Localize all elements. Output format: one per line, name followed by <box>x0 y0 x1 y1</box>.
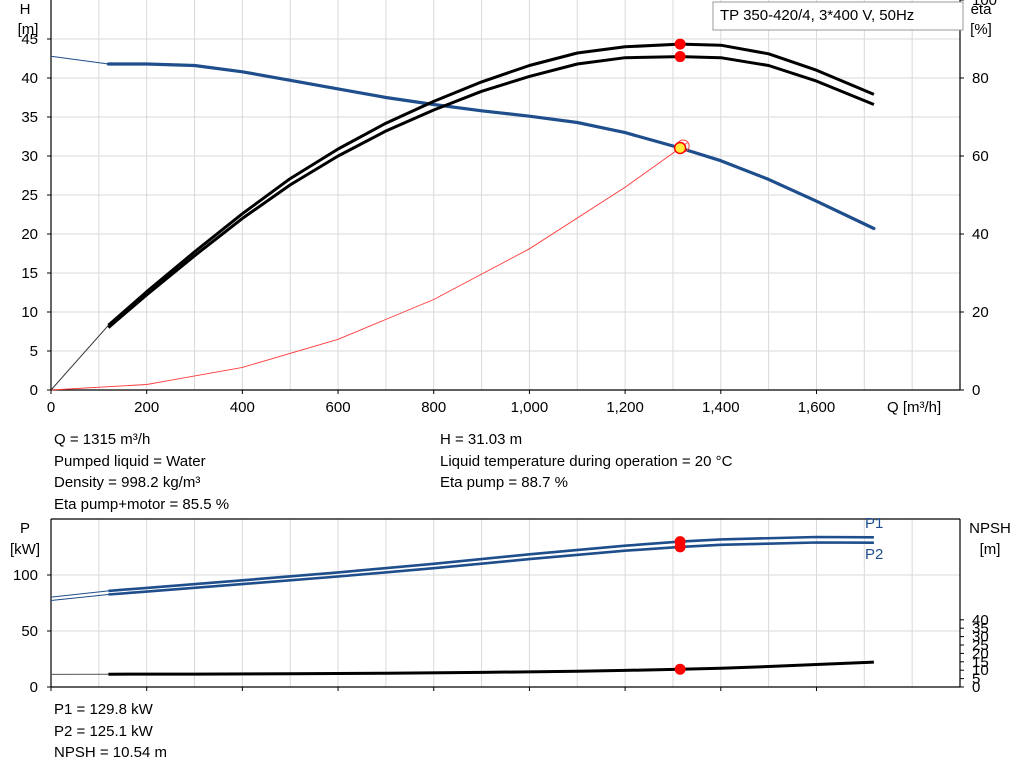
bottom-chart-curves <box>50 535 874 676</box>
info-bottom: P1 = 129.8 kW P2 = 125.1 kW NPSH = 10.54… <box>54 699 167 764</box>
npsh-marker <box>674 663 686 675</box>
q-tick-label: 1,600 <box>798 399 836 416</box>
info-top-right: H = 31.03 m Liquid temperature during op… <box>440 429 732 494</box>
system-curve <box>50 142 688 391</box>
density-value: Density = 998.2 kg/m³ <box>54 474 201 491</box>
eta-tick-label: 40 <box>972 226 989 243</box>
p-axis-unit: [kW] <box>10 541 40 558</box>
p1-curve <box>108 535 874 593</box>
eta-pump-marker <box>674 38 686 50</box>
p-tick-label: 50 <box>21 623 38 640</box>
q-tick-label: 1,000 <box>511 399 549 416</box>
q-axis-label: Q [m³/h] <box>887 399 941 416</box>
p2-curve <box>108 541 874 596</box>
top-chart-grid <box>50 0 961 391</box>
npsh-curve <box>108 660 874 676</box>
h-tick-label: 35 <box>21 109 38 126</box>
npsh-tick-label: 40 <box>972 612 989 629</box>
q-tick-label: 600 <box>326 399 351 416</box>
eta-tick-label: 20 <box>972 304 989 321</box>
npsh-value: NPSH = 10.54 m <box>54 744 167 761</box>
title-box-frame <box>712 1 964 31</box>
npsh-tick-label: 0 <box>972 679 980 696</box>
pumped-liquid: Pumped liquid = Water <box>54 452 206 470</box>
q-tick-label: 200 <box>134 399 159 416</box>
eta-axis-unit: [%] <box>970 21 992 38</box>
flow-value: Q = 1315 m³/h <box>54 431 151 448</box>
npsh-tick-label: 10 <box>972 662 989 679</box>
h-axis-label: H <box>20 1 31 18</box>
eta-tick-label: 60 <box>972 148 989 165</box>
liquid-temperature: Liquid temperature during operation = 20… <box>440 452 733 470</box>
eta-tick-label: 80 <box>972 70 989 87</box>
q-tick-label: 0 <box>47 399 55 416</box>
p1-series-label: P1 <box>865 515 883 532</box>
duty-point-marker <box>673 141 687 155</box>
q-tick-label: 800 <box>421 399 446 416</box>
p-axis-label: P <box>20 520 30 537</box>
npsh-tick-label: 20 <box>972 645 989 662</box>
head-value: H = 31.03 m <box>440 431 523 448</box>
head-curve-extension <box>50 55 109 65</box>
bottom-chart-grid <box>50 518 961 688</box>
eta-axis-label: eta <box>971 1 993 18</box>
p1-value: P1 = 129.8 kW <box>54 701 153 718</box>
npsh-tick-label: 35 <box>972 620 989 637</box>
eta-total-curve <box>107 55 875 329</box>
h-axis-unit: [m] <box>18 21 39 38</box>
h-tick-label: 45 <box>21 31 38 48</box>
top-chart-curves <box>50 38 876 391</box>
h-tick-label: 10 <box>21 304 38 321</box>
p2-value: P2 = 125.1 kW <box>54 722 153 740</box>
npsh-tick-label: 15 <box>972 654 989 671</box>
eta-total-marker <box>674 51 686 63</box>
eta-pump-motor: Eta pump+motor = 85.5 % <box>54 495 230 513</box>
p2-marker <box>674 541 686 553</box>
h-tick-label: 40 <box>21 70 38 87</box>
top-chart-axes: H [m] eta [%] Q [m³/h] <box>18 1 993 416</box>
npsh-tick-label: 25 <box>972 637 989 654</box>
eta-tick-label: 0 <box>972 382 980 399</box>
title-box-text: TP 350-420/4, 3*400 V, 50Hz <box>720 7 914 24</box>
h-tick-label: 5 <box>30 343 38 360</box>
q-tick-label: 1,200 <box>606 399 644 416</box>
h-tick-label: 30 <box>21 148 38 165</box>
h-tick-label: 0 <box>30 382 38 399</box>
eta-pump-curve <box>107 42 875 327</box>
h-tick-label: 20 <box>21 226 38 243</box>
top-chart-ticks: 0 5 10 15 20 25 30 35 40 45 0 20 40 60 80 100 0 200 400 600… <box>21 0 997 416</box>
npsh-tick-label: 30 <box>972 629 989 646</box>
q-tick-label: 400 <box>230 399 255 416</box>
eta-pump: Eta pump = 88.7 % <box>440 474 568 491</box>
npsh-axis-label: NPSH <box>969 520 1011 537</box>
p1-curve-extension <box>50 590 109 598</box>
info-top-left: Q = 1315 m³/h Pumped liquid = Water Dens… <box>54 429 229 515</box>
title-box: TP 350-420/4, 3*400 V, 50Hz <box>712 1 964 31</box>
p-tick-label: 0 <box>30 679 38 696</box>
eta-curve-extension <box>50 324 109 391</box>
eta-tick-label: 100 <box>972 0 997 9</box>
npsh-axis-unit: [m] <box>980 541 1001 558</box>
p2-series-label: P2 <box>865 546 883 563</box>
h-tick-label: 15 <box>21 265 38 282</box>
bottom-chart-axes: P [kW] NPSH [m] <box>10 520 1011 558</box>
p2-curve-extension <box>50 594 109 601</box>
h-tick-label: 25 <box>21 187 38 204</box>
p-tick-label: 100 <box>13 567 38 584</box>
head-curve <box>106 62 876 231</box>
npsh-tick-label: 5 <box>972 671 980 688</box>
q-tick-label: 1,400 <box>702 399 740 416</box>
